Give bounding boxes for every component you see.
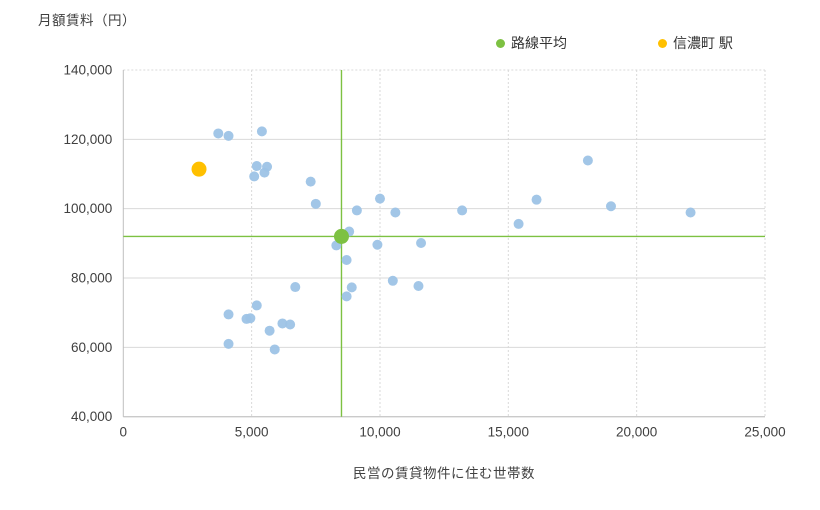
legend-label-line-average: 路線平均	[511, 35, 567, 51]
stations-data-point	[457, 205, 468, 216]
stations-data-point	[310, 198, 321, 209]
shinanomachi-marker-icon	[658, 38, 667, 48]
stations-data-point	[685, 207, 696, 218]
y-tick-label: 80,000	[71, 271, 112, 286]
y-axis-title: 月額賃料（円）	[38, 13, 136, 28]
y-tick-label: 100,000	[63, 201, 112, 216]
stations-data-point	[251, 300, 262, 311]
legend-item-line-average[interactable]: 路線平均	[496, 33, 567, 53]
stations-data-point	[374, 193, 385, 204]
stations-data-point	[223, 338, 234, 349]
x-tick-label: 0	[120, 425, 128, 440]
stations-data-point	[264, 325, 275, 336]
stations-data-point	[372, 239, 383, 250]
stations-data-point	[413, 280, 424, 291]
stations-data-point	[245, 313, 256, 324]
stations-data-point	[605, 201, 616, 212]
x-tick-label: 5,000	[235, 425, 269, 440]
y-tick-label: 120,000	[63, 132, 112, 147]
stations-data-point	[256, 126, 267, 137]
stations-data-point	[223, 309, 234, 320]
x-tick-label: 15,000	[488, 425, 529, 440]
stations-data-point	[285, 319, 296, 330]
stations-data-point	[351, 205, 362, 216]
stations-data-point	[290, 282, 301, 293]
stations-data-point	[387, 275, 398, 286]
stations-data-point	[249, 171, 260, 182]
stations-data-point	[223, 130, 234, 141]
stations-data-point	[251, 161, 262, 172]
stations-data-point	[416, 238, 427, 249]
line-average-marker-icon	[496, 38, 505, 48]
stations-data-point	[269, 344, 280, 355]
x-tick-label: 25,000	[744, 425, 785, 440]
stations-data-point	[513, 218, 524, 229]
y-tick-label: 60,000	[71, 340, 112, 355]
stations-data-point	[341, 254, 352, 265]
x-tick-label: 10,000	[359, 425, 400, 440]
y-tick-label: 40,000	[71, 409, 112, 424]
chart-legend: 路線平均 信濃町 駅	[0, 33, 820, 53]
legend-item-shinanomachi-station[interactable]: 信濃町 駅	[658, 33, 733, 53]
line-average-data-point	[333, 228, 349, 244]
y-tick-label: 140,000	[63, 63, 112, 78]
stations-data-point	[531, 194, 542, 205]
x-axis-title: 民営の賃貸物件に住む世帯数	[353, 466, 535, 481]
stations-data-point	[582, 155, 593, 166]
stations-data-point	[341, 291, 352, 302]
stations-data-point	[305, 176, 316, 187]
legend-label-shinanomachi-station: 信濃町 駅	[673, 35, 733, 51]
stations-data-point	[346, 282, 357, 293]
stations-data-point	[213, 128, 224, 139]
shinanomachi-station-data-point	[191, 161, 207, 177]
stations-data-point	[259, 167, 270, 178]
stations-data-point	[390, 207, 401, 218]
x-tick-label: 20,000	[616, 425, 657, 440]
stations-data-point	[277, 318, 288, 329]
